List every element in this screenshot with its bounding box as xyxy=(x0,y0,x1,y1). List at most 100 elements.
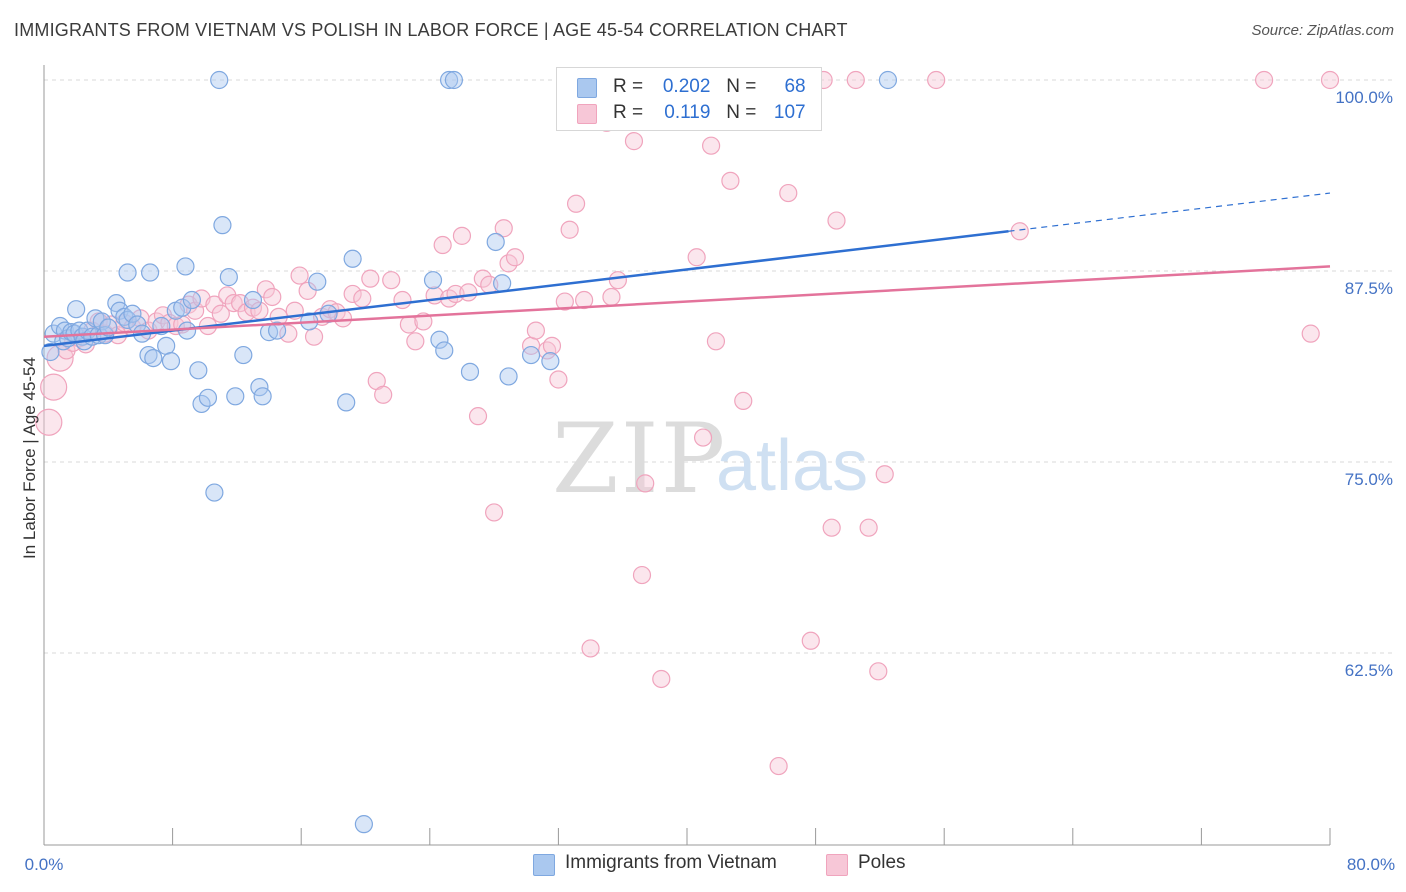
vietnam-point xyxy=(219,268,238,287)
axes xyxy=(43,65,1331,846)
watermark-atlas: atlas xyxy=(716,426,868,506)
vietnam-point xyxy=(210,70,229,90)
bottom-legend-label: Immigrants from Vietnam xyxy=(565,852,777,873)
poles-point xyxy=(801,631,820,650)
poles-point xyxy=(602,287,621,307)
legend-r-label: R = xyxy=(613,102,644,123)
vietnam-point xyxy=(354,815,373,834)
poles-point xyxy=(393,290,412,310)
poles-trend-line xyxy=(43,265,1331,338)
vietnam-point xyxy=(128,315,147,334)
vietnam-point xyxy=(499,367,518,386)
poles-point xyxy=(575,290,594,310)
vietnam-point xyxy=(182,290,201,310)
poles-point xyxy=(608,271,627,290)
poles-point xyxy=(869,662,888,681)
poles-point xyxy=(505,248,525,267)
poles-point xyxy=(721,171,740,190)
poles-point xyxy=(636,474,655,493)
vietnam-point xyxy=(337,393,356,412)
vietnam-point xyxy=(189,361,208,380)
correlation-legend: R = 0.202 N = 68 R = 0.119 N = 107 xyxy=(556,67,822,131)
vietnam-point xyxy=(308,272,327,291)
poles-point xyxy=(35,408,63,436)
poles-point xyxy=(1254,70,1274,90)
vietnam-point xyxy=(486,232,505,252)
source-label: Source: ZipAtlas.com xyxy=(1251,22,1394,39)
poles-point xyxy=(549,370,568,389)
poles-point xyxy=(298,281,317,300)
vietnam-trend-extension xyxy=(1008,192,1331,232)
poles-point xyxy=(706,332,726,351)
legend-n-value: 107 xyxy=(773,102,806,123)
poles-point xyxy=(555,292,574,311)
vietnam-point xyxy=(460,362,480,381)
legend-r-value: 0.119 xyxy=(664,102,711,123)
bottom-swatch-pink xyxy=(826,854,848,876)
vietnam-point xyxy=(343,249,362,268)
legend-n-label: N = xyxy=(726,76,757,97)
poles-point xyxy=(822,518,841,537)
vietnam-point xyxy=(435,341,454,360)
x-tick-label: 80.0% xyxy=(1347,855,1395,874)
poles-point xyxy=(382,271,401,290)
vietnam-point xyxy=(439,70,459,90)
vietnam-point xyxy=(140,263,160,282)
poles-point xyxy=(263,287,282,307)
poles-point xyxy=(279,324,298,343)
vietnam-point xyxy=(44,324,63,343)
legend-r-value: 0.202 xyxy=(662,76,711,97)
y-axis-label: In Labor Force | Age 45-54 xyxy=(20,357,39,559)
vietnam-point xyxy=(118,310,137,329)
poles-point xyxy=(827,211,846,230)
poles-point xyxy=(624,132,644,151)
vietnam-point xyxy=(521,345,541,365)
legend-n-label: N = xyxy=(726,102,757,123)
poles-point xyxy=(734,391,753,410)
vietnam-point xyxy=(253,387,272,406)
poles-point xyxy=(859,518,878,537)
legend-swatch-blue xyxy=(577,78,597,98)
poles-point xyxy=(779,183,798,203)
poles-point xyxy=(566,194,586,213)
poles-point xyxy=(632,565,652,585)
poles-point xyxy=(769,756,788,776)
poles-point xyxy=(485,503,504,522)
vietnam-point xyxy=(41,342,60,362)
vietnam-point xyxy=(234,345,253,365)
poles-point xyxy=(452,226,472,245)
poles-point xyxy=(374,385,393,404)
legend-swatch-pink xyxy=(577,104,597,124)
poles-point xyxy=(846,70,865,90)
vietnam-point xyxy=(157,336,176,355)
y-tick-label: 62.5% xyxy=(1345,661,1393,680)
poles-point xyxy=(433,235,452,255)
poles-point xyxy=(343,284,362,304)
vietnam-point xyxy=(118,263,137,282)
vietnam-point xyxy=(198,388,218,407)
poles-point xyxy=(1010,222,1029,241)
poles-point xyxy=(702,136,721,155)
poles-point xyxy=(211,304,230,323)
poles-point xyxy=(256,280,275,299)
poles-point xyxy=(1320,70,1340,90)
watermark: ZIP atlas xyxy=(552,403,868,515)
grid-lines xyxy=(44,79,1395,654)
poles-point xyxy=(290,266,309,285)
poles-point xyxy=(1301,324,1320,343)
poles-point xyxy=(224,293,243,313)
poles-point xyxy=(927,70,946,90)
vietnam-point xyxy=(176,257,195,276)
legend-r-label: R = xyxy=(613,76,644,97)
vietnam-point xyxy=(444,70,464,90)
poles-point xyxy=(687,248,706,267)
poles-point xyxy=(526,321,545,340)
poles-point xyxy=(693,428,713,447)
bottom-swatch-blue xyxy=(533,854,555,876)
poles-point xyxy=(459,283,478,302)
vietnam-point xyxy=(226,387,245,406)
vietnam-point xyxy=(493,274,512,293)
vietnam-point xyxy=(243,290,263,310)
poles-point xyxy=(304,327,324,346)
vietnam-point xyxy=(878,70,898,90)
